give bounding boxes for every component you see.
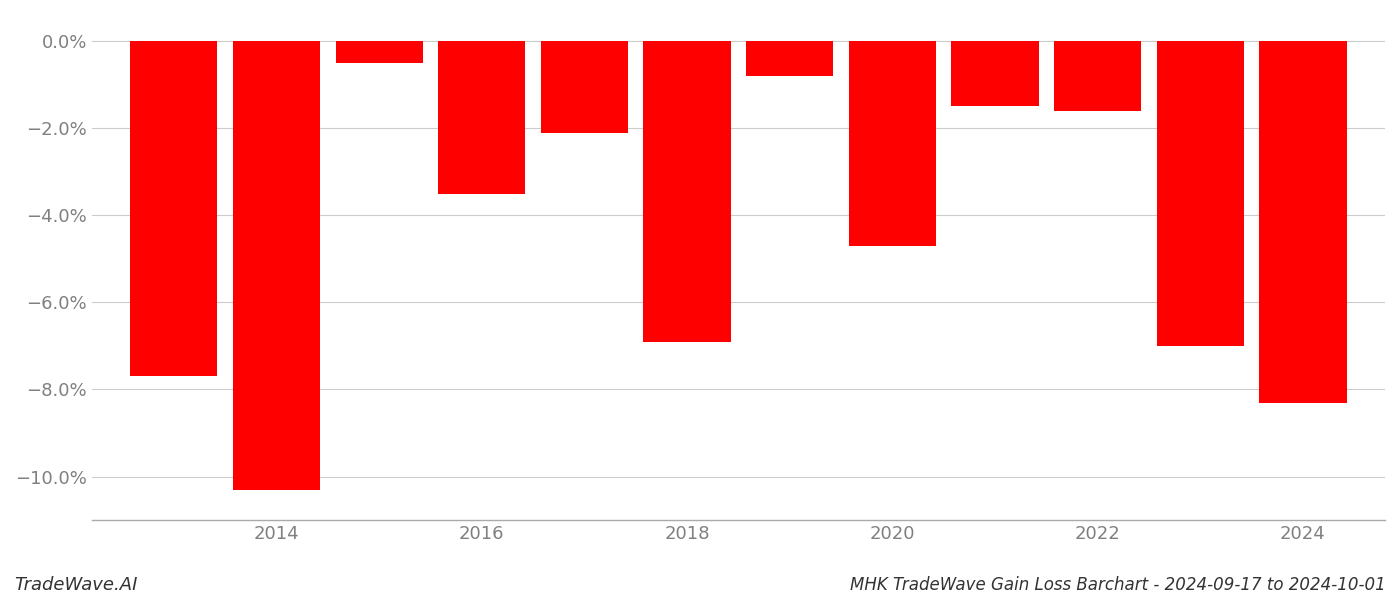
Bar <box>130 41 217 376</box>
Bar <box>1054 41 1141 111</box>
Bar <box>848 41 937 246</box>
Bar <box>336 41 423 63</box>
Bar <box>438 41 525 194</box>
Bar <box>952 41 1039 106</box>
Bar <box>746 41 833 76</box>
Text: MHK TradeWave Gain Loss Barchart - 2024-09-17 to 2024-10-01: MHK TradeWave Gain Loss Barchart - 2024-… <box>850 576 1386 594</box>
Bar <box>540 41 629 133</box>
Bar <box>1156 41 1243 346</box>
Bar <box>1259 41 1347 403</box>
Bar <box>644 41 731 341</box>
Bar <box>232 41 321 490</box>
Text: TradeWave.AI: TradeWave.AI <box>14 576 137 594</box>
